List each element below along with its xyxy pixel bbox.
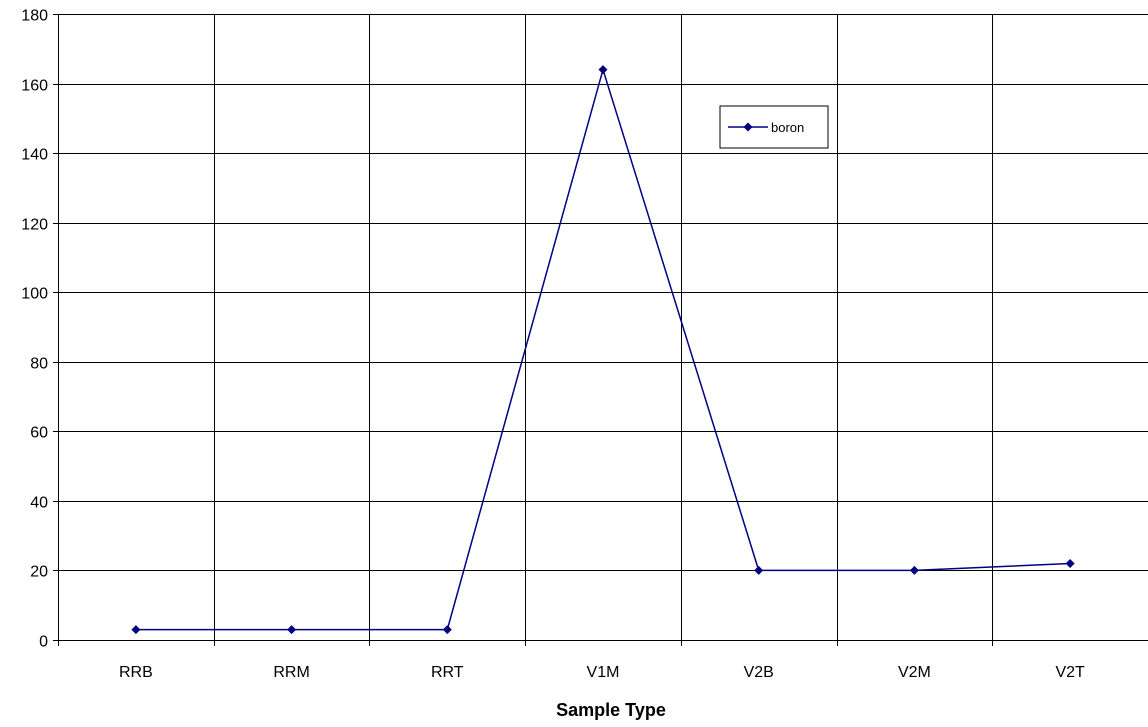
x-tick-label: RRM bbox=[273, 664, 309, 681]
y-tick-label: 20 bbox=[30, 564, 48, 581]
x-tick-label: V2B bbox=[744, 664, 774, 681]
legend-marker-diamond bbox=[743, 122, 753, 132]
y-tick-label: 140 bbox=[21, 147, 48, 164]
x-tick-label: V1M bbox=[587, 664, 620, 681]
y-tick-label: 80 bbox=[30, 356, 48, 373]
y-tick-label: 160 bbox=[21, 78, 48, 95]
y-tick-label: 0 bbox=[39, 634, 48, 651]
x-tick-label: V2M bbox=[898, 664, 931, 681]
data-point-RRM bbox=[287, 625, 297, 635]
legend: boron bbox=[719, 105, 829, 149]
data-point-V2M bbox=[909, 565, 919, 575]
y-tick-label: 60 bbox=[30, 425, 48, 442]
y-axis: 0 20 40 60 80 100 120 140 160 180 bbox=[21, 8, 58, 651]
data-point-RRT bbox=[442, 625, 452, 635]
gridlines bbox=[58, 14, 1148, 640]
y-tick-label: 120 bbox=[21, 217, 48, 234]
data-point-V1M bbox=[598, 65, 608, 75]
x-axis: RRB RRM RRT V1M V2B V2M V2T bbox=[58, 640, 1085, 681]
y-tick-label: 180 bbox=[21, 8, 48, 25]
legend-label-boron: boron bbox=[771, 120, 804, 135]
x-tick-label: RRT bbox=[431, 664, 464, 681]
y-tick-label: 40 bbox=[30, 495, 48, 512]
y-tick-label: 100 bbox=[21, 286, 48, 303]
x-axis-title: Sample Type bbox=[556, 700, 666, 720]
data-point-RRB bbox=[131, 625, 141, 635]
x-tick-label: RRB bbox=[119, 664, 153, 681]
series-layer bbox=[131, 65, 1075, 635]
plot-frame bbox=[58, 14, 1148, 641]
data-point-V2B bbox=[754, 565, 764, 575]
data-point-V2T bbox=[1065, 559, 1075, 568]
x-tick-label: V2T bbox=[1055, 664, 1085, 681]
